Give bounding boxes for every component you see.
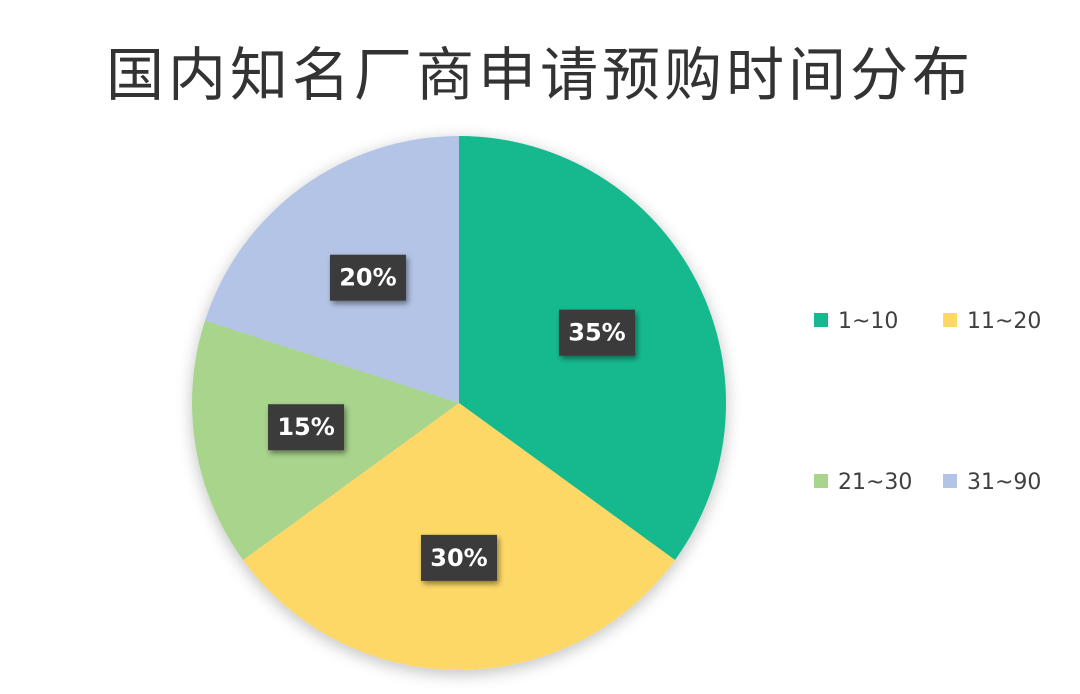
legend-item-2: 11~20 xyxy=(943,309,1041,334)
data-label-box xyxy=(268,404,345,451)
legend-item-4: 31~90 xyxy=(943,470,1041,495)
legend-swatch xyxy=(814,313,828,327)
data-label-box xyxy=(329,254,406,301)
data-label-1: 35% xyxy=(558,309,635,356)
legend-item-3: 21~30 xyxy=(814,470,912,495)
data-label-3: 15% xyxy=(268,404,345,451)
legend-label: 21~30 xyxy=(838,470,912,495)
legend-label: 31~90 xyxy=(967,470,1041,495)
legend-item-1: 1~10 xyxy=(814,309,898,334)
chart-title: 国内知名厂商申请预购时间分布 xyxy=(105,41,974,109)
legend-swatch xyxy=(943,313,957,327)
legend: 1~10 11~20 21~30 31~90 xyxy=(814,309,1041,495)
legend-swatch xyxy=(943,474,957,488)
data-label-box xyxy=(558,309,635,356)
data-label-text: 20% xyxy=(339,264,396,292)
pie-slices xyxy=(192,136,726,671)
data-label-2: 30% xyxy=(421,534,497,581)
data-label-text: 30% xyxy=(430,544,487,572)
data-label-box xyxy=(421,534,497,581)
data-label-text: 35% xyxy=(568,319,625,347)
data-labels: 35% 30% 15% 20% xyxy=(268,254,635,581)
legend-label: 1~10 xyxy=(838,309,898,334)
legend-label: 11~20 xyxy=(967,309,1041,334)
data-label-4: 20% xyxy=(329,254,406,301)
data-label-text: 15% xyxy=(277,413,334,441)
legend-swatch xyxy=(814,474,828,488)
